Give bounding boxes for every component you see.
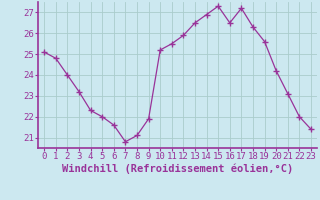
X-axis label: Windchill (Refroidissement éolien,°C): Windchill (Refroidissement éolien,°C) [62,164,293,174]
